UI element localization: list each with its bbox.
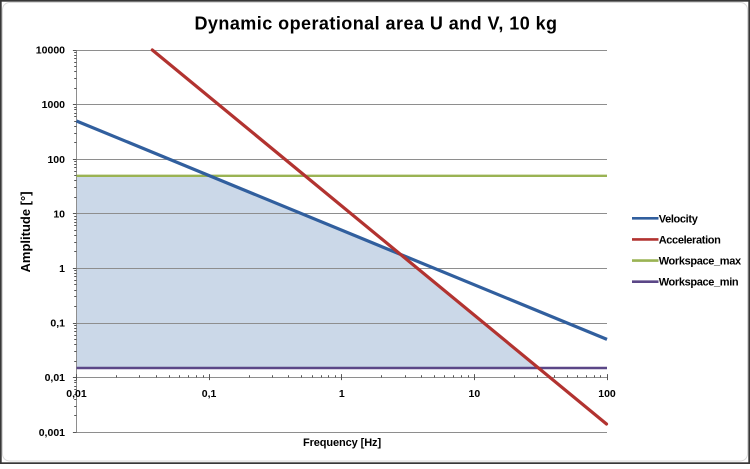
svg-text:0,1: 0,1 (202, 388, 217, 400)
svg-text:10000: 10000 (36, 45, 65, 57)
svg-text:Amplitude [°]: Amplitude [°] (18, 191, 33, 272)
svg-text:0,01: 0,01 (66, 388, 87, 400)
svg-text:Frequency [Hz]: Frequency [Hz] (303, 437, 381, 449)
svg-text:10: 10 (469, 388, 481, 400)
svg-text:0,001: 0,001 (39, 427, 65, 439)
svg-text:1: 1 (59, 263, 65, 275)
svg-text:100: 100 (598, 388, 616, 400)
svg-text:100: 100 (47, 154, 65, 166)
svg-text:1: 1 (339, 388, 345, 400)
svg-text:1000: 1000 (42, 99, 66, 111)
svg-text:Workspace_min: Workspace_min (659, 277, 739, 289)
svg-text:Dynamic operational area U and: Dynamic operational area U and V, 10 kg (194, 14, 557, 34)
svg-text:Workspace_max: Workspace_max (659, 256, 742, 268)
svg-text:Acceleration: Acceleration (659, 234, 721, 246)
svg-text:10: 10 (53, 208, 65, 220)
svg-text:Velocity: Velocity (659, 213, 699, 225)
svg-text:0,1: 0,1 (50, 318, 65, 330)
svg-text:0,01: 0,01 (45, 372, 66, 384)
